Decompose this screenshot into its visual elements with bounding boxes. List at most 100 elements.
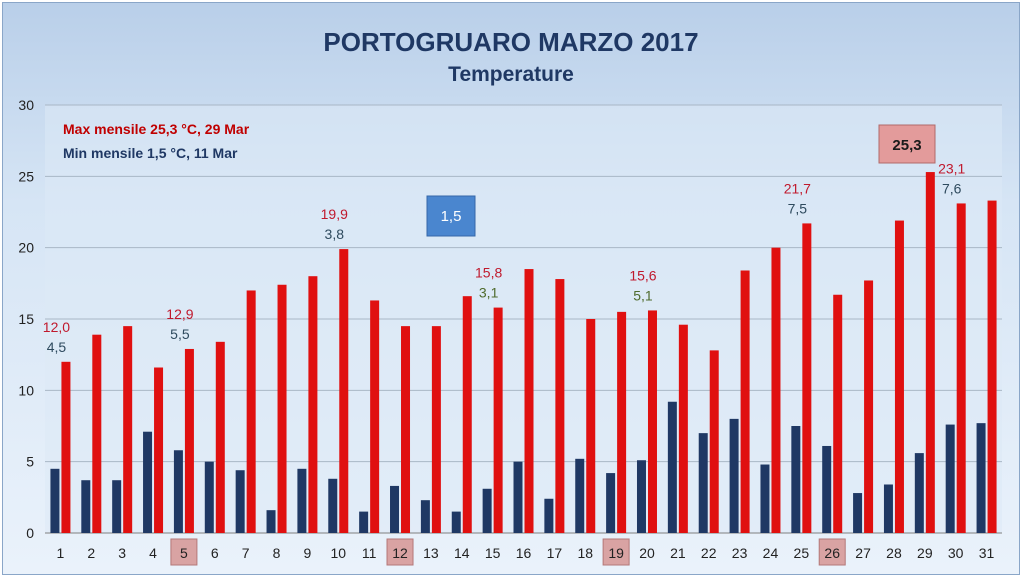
bar-max-day-13 — [431, 326, 441, 533]
bar-max-day-9 — [308, 276, 318, 533]
x-tick-label: 27 — [855, 545, 871, 561]
bar-min-day-24 — [760, 464, 770, 533]
x-tick-label: 8 — [273, 545, 281, 561]
x-tick-label: 19 — [608, 545, 624, 561]
bar-max-day-22 — [709, 350, 719, 533]
bar-max-day-26 — [833, 294, 843, 533]
data-label-min: 4,5 — [47, 339, 67, 355]
y-tick-label: 10 — [18, 382, 34, 398]
annotation-min: Min mensile 1,5 °C, 11 Mar — [63, 145, 238, 161]
bar-max-day-10 — [339, 249, 349, 534]
x-tick-highlight — [170, 538, 198, 566]
y-tick-label: 20 — [18, 240, 34, 256]
bar-max-day-24 — [771, 247, 781, 533]
bar-max-day-20 — [647, 310, 657, 533]
bar-min-day-8 — [266, 510, 276, 533]
bar-min-day-23 — [729, 418, 739, 533]
x-tick-label: 1 — [57, 545, 65, 561]
x-tick-label: 5 — [180, 545, 188, 561]
x-tick-label: 17 — [547, 545, 563, 561]
data-label-min: 5,5 — [170, 326, 190, 342]
bar-max-day-29 — [925, 172, 935, 533]
bar-max-day-23 — [740, 270, 750, 533]
bar-max-day-16 — [524, 269, 534, 533]
x-tick-label: 23 — [732, 545, 748, 561]
x-tick-label: 4 — [149, 545, 157, 561]
bar-min-day-27 — [853, 493, 863, 533]
bar-min-day-28 — [883, 484, 893, 533]
bar-min-day-11 — [359, 511, 369, 533]
bar-max-day-25 — [802, 223, 812, 533]
bar-min-day-18 — [575, 458, 585, 533]
annotation-max: Max mensile 25,3 °C, 29 Mar — [63, 121, 250, 137]
chart-subtitle: Temperature — [448, 63, 574, 86]
bar-max-day-8 — [277, 284, 287, 533]
bar-min-day-3 — [112, 480, 122, 533]
bar-max-day-31 — [987, 200, 997, 533]
y-tick-label: 30 — [18, 97, 34, 113]
bar-min-day-25 — [791, 426, 801, 533]
bar-max-day-28 — [894, 220, 904, 533]
x-tick-label: 7 — [242, 545, 250, 561]
data-label-max: 15,8 — [475, 265, 502, 281]
bar-min-day-10 — [328, 478, 338, 533]
bar-max-day-30 — [956, 203, 966, 533]
bar-max-day-6 — [215, 341, 225, 533]
x-tick-label: 15 — [485, 545, 501, 561]
bar-min-day-21 — [667, 401, 677, 533]
bar-max-day-2 — [92, 334, 102, 533]
y-tick-label: 15 — [18, 311, 34, 327]
bar-min-day-22 — [698, 433, 708, 533]
x-tick-label: 20 — [639, 545, 655, 561]
bar-max-day-11 — [370, 300, 380, 533]
bar-max-day-27 — [864, 280, 874, 533]
data-label-max: 15,6 — [629, 267, 656, 283]
x-tick-label: 29 — [917, 545, 933, 561]
data-label-min: 7,5 — [788, 200, 808, 216]
y-tick-label: 0 — [26, 525, 34, 541]
callout-min-box — [426, 195, 476, 237]
data-label-max: 21,7 — [784, 180, 811, 196]
x-tick-label: 31 — [979, 545, 995, 561]
callout-max-label: 25,3 — [892, 137, 921, 154]
bar-min-day-9 — [297, 468, 307, 533]
x-tick-label: 21 — [670, 545, 686, 561]
bar-max-day-15 — [493, 307, 503, 533]
bar-min-day-1 — [50, 468, 60, 533]
bar-min-day-20 — [636, 460, 646, 533]
x-tick-label: 11 — [362, 545, 377, 561]
bar-max-day-4 — [154, 367, 164, 533]
bar-min-day-14 — [451, 511, 461, 533]
bar-max-day-19 — [617, 311, 627, 533]
bar-max-day-18 — [586, 319, 596, 533]
x-tick-label: 22 — [701, 545, 717, 561]
x-tick-label: 14 — [454, 545, 470, 561]
x-tick-label: 25 — [794, 545, 810, 561]
bar-min-day-5 — [173, 450, 183, 533]
x-tick-label: 2 — [87, 545, 95, 561]
x-tick-label: 3 — [118, 545, 126, 561]
bar-min-day-16 — [513, 461, 523, 533]
bar-min-day-4 — [143, 431, 153, 533]
bar-max-day-1 — [61, 361, 71, 533]
bar-min-day-31 — [976, 423, 986, 533]
bar-max-day-7 — [246, 290, 256, 533]
bar-min-day-13 — [420, 500, 430, 533]
x-tick-label: 24 — [763, 545, 779, 561]
callout-max-box — [878, 124, 936, 164]
bar-min-day-6 — [204, 461, 214, 533]
bar-min-day-30 — [945, 424, 955, 533]
x-tick-label: 12 — [392, 545, 408, 561]
x-tick-label: 28 — [886, 545, 902, 561]
bar-max-day-21 — [678, 324, 688, 533]
data-label-max: 23,1 — [938, 160, 965, 176]
x-tick-label: 10 — [330, 545, 346, 561]
data-label-min: 3,8 — [325, 226, 345, 242]
y-tick-label: 5 — [26, 454, 34, 470]
data-label-max: 12,9 — [166, 306, 193, 322]
data-label-min: 7,6 — [942, 180, 962, 196]
data-label-max: 19,9 — [321, 206, 348, 222]
data-label-min: 5,1 — [633, 287, 653, 303]
x-tick-label: 18 — [577, 545, 593, 561]
